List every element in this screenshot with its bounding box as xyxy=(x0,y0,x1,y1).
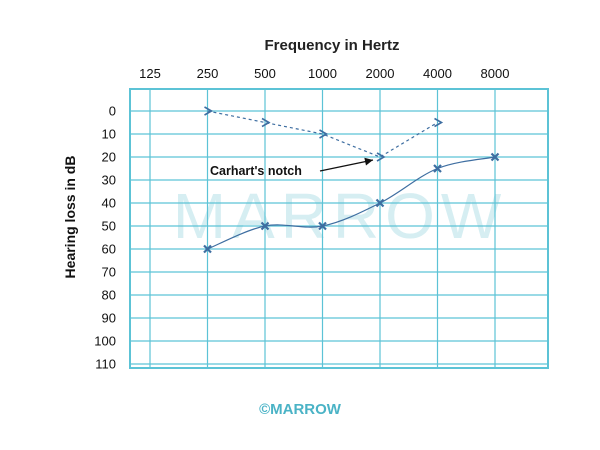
x-tick-label: 4000 xyxy=(423,66,452,81)
x-marker xyxy=(260,221,270,231)
annotation-arrow-line xyxy=(319,159,374,172)
x-tick-label: 1000 xyxy=(308,66,337,81)
y-tick-label: 80 xyxy=(102,288,116,303)
greater-than-marker xyxy=(204,106,214,116)
x-marker xyxy=(375,198,385,208)
x-marker xyxy=(318,221,327,231)
greater-than-marker xyxy=(376,152,386,162)
y-tick-label: 20 xyxy=(102,150,116,165)
greater-than-marker xyxy=(434,117,444,128)
y-tick-label: 50 xyxy=(102,219,116,234)
y-axis-label: Hearing loss in dB xyxy=(62,156,78,279)
y-tick-label: 0 xyxy=(109,104,116,119)
y-tick-label: 100 xyxy=(94,334,116,349)
x-marker xyxy=(433,164,442,173)
y-tick-label: 90 xyxy=(102,311,116,326)
y-tick-label: 10 xyxy=(102,127,116,142)
x-marker xyxy=(490,152,500,162)
series-layer xyxy=(203,106,500,254)
greater-than-marker xyxy=(261,117,271,128)
copyright-text: ©MARROW xyxy=(259,401,342,418)
y-tick-labels: 0 10 20 30 40 50 60 70 80 90 100 110 xyxy=(94,104,116,372)
x-tick-label: 250 xyxy=(197,66,219,81)
y-tick-label: 60 xyxy=(102,242,116,257)
greater-than-marker xyxy=(319,129,329,139)
x-tick-label: 500 xyxy=(254,66,276,81)
x-tick-label: 2000 xyxy=(366,66,395,81)
y-tick-label: 70 xyxy=(102,265,116,280)
grid xyxy=(129,88,549,369)
annotation-arrowhead xyxy=(364,157,373,166)
x-tick-labels: 125 250 500 1000 2000 4000 8000 xyxy=(139,66,509,81)
series-1 xyxy=(204,106,444,162)
y-tick-label: 30 xyxy=(102,173,116,188)
x-marker xyxy=(203,244,212,254)
plot-border xyxy=(129,88,549,369)
series-line-solid xyxy=(207,156,496,250)
y-tick-label: 110 xyxy=(95,357,116,372)
x-tick-label: 8000 xyxy=(481,66,510,81)
series-0 xyxy=(203,152,500,254)
x-tick-label: 125 xyxy=(139,66,161,81)
annotations: Carhart's notch xyxy=(210,157,374,178)
annotation-label: Carhart's notch xyxy=(210,164,302,178)
y-tick-label: 40 xyxy=(102,196,116,211)
chart-title: Frequency in Hertz xyxy=(264,37,399,54)
watermark-text: MARROW xyxy=(173,180,508,252)
